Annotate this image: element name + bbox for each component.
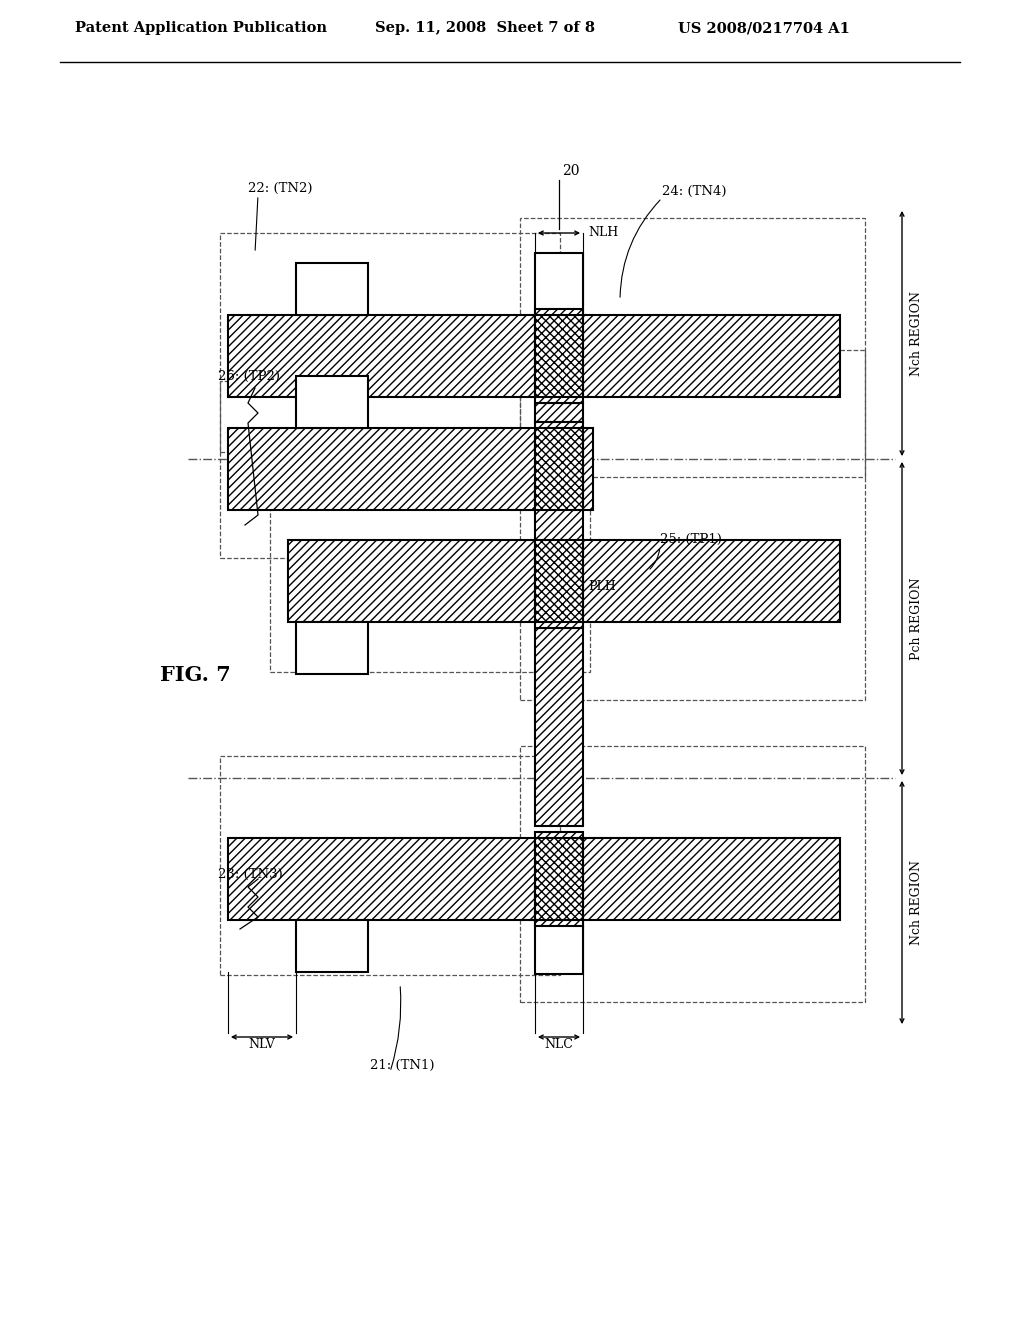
Text: Nch REGION: Nch REGION (910, 861, 923, 945)
Bar (535, 422, 583, 628)
Text: NLC: NLC (545, 1038, 573, 1051)
Bar (228, 838, 840, 920)
Bar (535, 540, 583, 622)
Bar (535, 403, 583, 422)
Text: FIG. 7: FIG. 7 (160, 665, 230, 685)
Text: US 2008/0217704 A1: US 2008/0217704 A1 (678, 21, 850, 36)
Text: 23: (TN3): 23: (TN3) (218, 867, 283, 880)
Bar (520, 350, 865, 700)
Bar (220, 234, 560, 451)
Bar (535, 838, 583, 920)
Bar (535, 921, 583, 974)
Bar (288, 540, 840, 622)
Bar (535, 315, 583, 397)
Bar (220, 756, 560, 975)
Text: Sep. 11, 2008  Sheet 7 of 8: Sep. 11, 2008 Sheet 7 of 8 (375, 21, 595, 36)
Text: Pch REGION: Pch REGION (910, 577, 923, 660)
Text: 26: (TP2): 26: (TP2) (218, 370, 280, 383)
Bar (228, 428, 593, 510)
Bar (535, 253, 583, 315)
Bar (535, 309, 583, 403)
Bar (535, 428, 583, 510)
Bar (296, 376, 368, 428)
Bar (296, 263, 368, 315)
Text: 22: (TN2): 22: (TN2) (248, 182, 312, 195)
Text: 25: (TP1): 25: (TP1) (660, 533, 722, 546)
Bar (296, 622, 368, 675)
Text: Patent Application Publication: Patent Application Publication (75, 21, 327, 36)
Bar (535, 628, 583, 826)
Text: Nch REGION: Nch REGION (910, 290, 923, 376)
Text: PLH: PLH (588, 579, 615, 593)
Bar (220, 381, 550, 558)
Bar (296, 920, 368, 972)
Text: 24: (TN4): 24: (TN4) (662, 185, 726, 198)
Text: 20: 20 (562, 164, 580, 178)
Bar (520, 218, 865, 477)
Text: NLV: NLV (249, 1038, 275, 1051)
Text: 21: (TN1): 21: (TN1) (370, 1059, 434, 1072)
Text: NLH: NLH (588, 227, 618, 239)
Bar (535, 832, 583, 927)
Bar (270, 495, 590, 672)
Bar (520, 746, 865, 1002)
Bar (228, 315, 840, 397)
